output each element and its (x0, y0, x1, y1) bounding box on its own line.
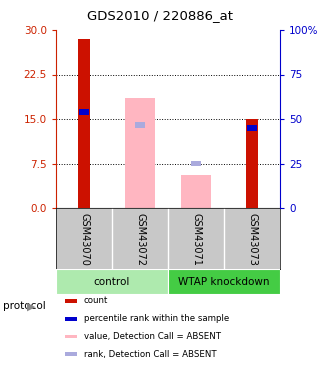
Text: GDS2010 / 220886_at: GDS2010 / 220886_at (87, 9, 233, 22)
Bar (65, 299, 77, 303)
Text: rank, Detection Call = ABSENT: rank, Detection Call = ABSENT (84, 350, 217, 359)
Text: GSM43073: GSM43073 (247, 213, 257, 266)
Bar (168, 269, 280, 294)
Text: value, Detection Call = ABSENT: value, Detection Call = ABSENT (84, 332, 221, 341)
Bar (135, 122, 145, 128)
Text: GSM43072: GSM43072 (135, 213, 145, 266)
Bar (180, 176, 212, 208)
Bar (191, 161, 201, 166)
Bar (65, 317, 77, 321)
Text: percentile rank within the sample: percentile rank within the sample (84, 314, 229, 323)
Text: protocol: protocol (3, 301, 46, 310)
Bar (79, 109, 89, 114)
Bar (124, 98, 156, 208)
Text: GSM43070: GSM43070 (79, 213, 89, 266)
Text: WTAP knockdown: WTAP knockdown (178, 277, 270, 287)
Bar (65, 334, 77, 338)
Bar (56, 269, 168, 294)
Bar (247, 125, 257, 130)
Text: GSM43071: GSM43071 (191, 213, 201, 266)
Text: ▶: ▶ (27, 302, 36, 311)
Bar (65, 352, 77, 356)
Text: control: control (94, 277, 130, 287)
Bar (78, 39, 90, 208)
Text: count: count (84, 297, 108, 306)
Bar (246, 119, 258, 208)
